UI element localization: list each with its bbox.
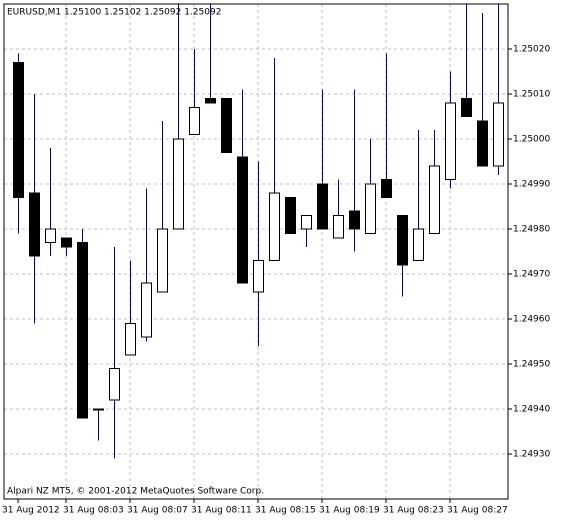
x-tick-label: 31 Aug 08:23 xyxy=(383,506,444,516)
footer: Alpari NZ MT5, © 2001-2012 MetaQuotes So… xyxy=(7,487,264,497)
x-tick-label: 31 Aug 08:19 xyxy=(319,506,380,516)
y-tick-label: 1.24950 xyxy=(513,360,550,370)
y-tick-label: 1.24940 xyxy=(513,405,550,415)
candle-body xyxy=(397,215,408,266)
y-tick-label: 1.24970 xyxy=(513,270,550,280)
candle-body xyxy=(477,120,488,167)
candle-body xyxy=(333,215,344,239)
chart-title: EURUSD,M1 1.25100 1.25102 1.25092 1.2509… xyxy=(7,8,221,18)
candle-body xyxy=(189,107,200,135)
candle-body xyxy=(205,98,216,104)
x-tick-label: 31 Aug 2012 xyxy=(2,506,60,516)
y-tick-label: 1.24960 xyxy=(513,315,550,325)
candle-body xyxy=(157,228,168,293)
y-tick-label: 1.24990 xyxy=(513,180,550,190)
candle-body xyxy=(221,98,232,153)
y-tick-label: 1.25020 xyxy=(513,45,550,55)
candle-body xyxy=(237,156,248,284)
candle-body xyxy=(61,237,72,248)
candle-body xyxy=(45,228,56,243)
x-tick-label: 31 Aug 08:11 xyxy=(191,506,252,516)
y-tick-label: 1.25000 xyxy=(513,135,550,145)
plot-border xyxy=(3,3,509,500)
candle-body xyxy=(29,192,40,257)
candle-body xyxy=(77,242,88,419)
candle-body xyxy=(493,102,504,167)
x-tick-label: 31 Aug 08:03 xyxy=(63,506,124,516)
candle-body xyxy=(413,228,424,261)
x-tick-label: 31 Aug 08:27 xyxy=(447,506,508,516)
candle-body xyxy=(141,282,152,338)
y-tick-label: 1.25010 xyxy=(513,90,550,100)
candle-body xyxy=(365,183,376,234)
candle-body xyxy=(253,260,264,293)
y-tick-label: 1.24930 xyxy=(513,450,550,460)
candle-body xyxy=(349,210,360,230)
candle-body xyxy=(269,192,280,261)
candle-body xyxy=(173,138,184,230)
candle-body xyxy=(285,197,296,234)
candle-body xyxy=(109,368,120,401)
candle-body xyxy=(381,179,392,198)
candle-body xyxy=(317,183,328,230)
candle-body xyxy=(429,165,440,234)
x-tick-label: 31 Aug 08:15 xyxy=(255,506,316,516)
candles xyxy=(13,4,504,459)
candle-body xyxy=(461,98,472,117)
candle-body xyxy=(93,408,104,411)
candle-body xyxy=(13,62,24,198)
x-tick-label: 31 Aug 08:07 xyxy=(127,506,188,516)
y-tick-label: 1.24980 xyxy=(513,225,550,235)
candle-body xyxy=(301,215,312,230)
candle-body xyxy=(445,102,456,180)
candle-body xyxy=(125,323,136,356)
